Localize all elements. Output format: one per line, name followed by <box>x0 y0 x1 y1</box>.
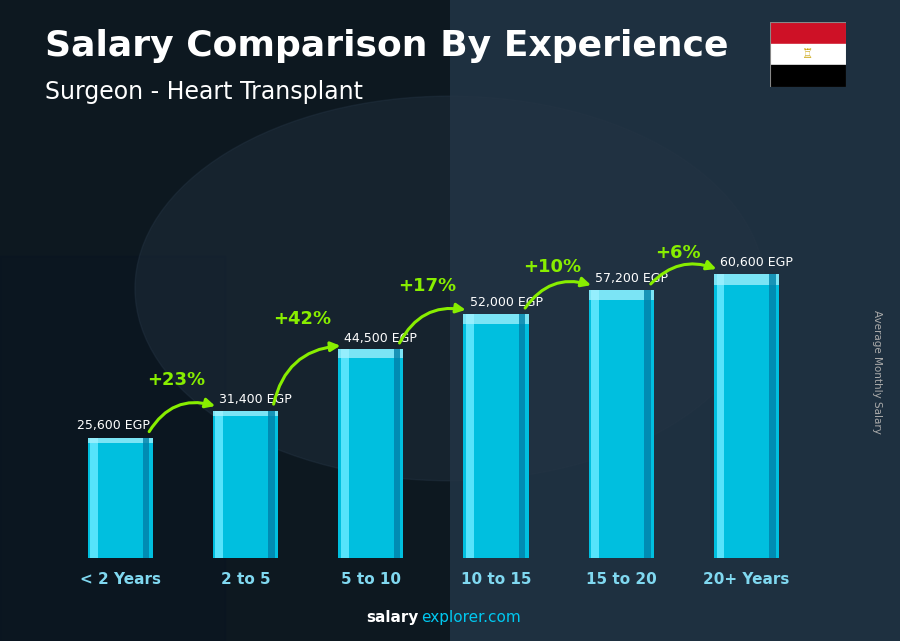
Bar <box>464 314 528 324</box>
Bar <box>714 274 779 285</box>
Bar <box>338 349 403 358</box>
Bar <box>464 314 528 558</box>
Bar <box>518 314 526 558</box>
Text: explorer.com: explorer.com <box>421 610 521 625</box>
Bar <box>714 274 779 558</box>
Text: +23%: +23% <box>148 370 205 388</box>
Bar <box>143 438 149 558</box>
Text: 52,000 EGP: 52,000 EGP <box>470 296 543 310</box>
Bar <box>213 411 278 417</box>
Bar <box>341 349 348 558</box>
Bar <box>644 290 651 558</box>
Text: salary: salary <box>366 610 418 625</box>
Text: 31,400 EGP: 31,400 EGP <box>219 393 292 406</box>
Text: Surgeon - Heart Transplant: Surgeon - Heart Transplant <box>45 80 363 104</box>
Bar <box>87 438 153 558</box>
Bar <box>215 411 223 558</box>
Bar <box>770 22 846 44</box>
Bar <box>589 290 654 301</box>
Text: +6%: +6% <box>655 244 700 262</box>
Bar <box>589 290 654 558</box>
Bar <box>87 438 153 442</box>
Text: 57,200 EGP: 57,200 EGP <box>595 272 668 285</box>
Bar <box>716 274 725 558</box>
Bar <box>213 411 278 558</box>
Text: 60,600 EGP: 60,600 EGP <box>720 256 793 269</box>
Bar <box>90 438 98 558</box>
Text: +42%: +42% <box>273 310 331 328</box>
Bar <box>393 349 400 558</box>
Bar <box>770 65 846 87</box>
Bar <box>0 256 225 641</box>
Bar <box>591 290 599 558</box>
Text: +10%: +10% <box>523 258 581 276</box>
Text: ♖: ♖ <box>802 48 814 61</box>
Text: Salary Comparison By Experience: Salary Comparison By Experience <box>45 29 728 63</box>
Bar <box>770 44 846 65</box>
Bar <box>268 411 274 558</box>
Bar <box>770 274 776 558</box>
Text: 25,600 EGP: 25,600 EGP <box>77 419 150 432</box>
Bar <box>466 314 474 558</box>
Text: Average Monthly Salary: Average Monthly Salary <box>872 310 883 434</box>
Ellipse shape <box>135 96 765 481</box>
Text: 44,500 EGP: 44,500 EGP <box>345 331 418 345</box>
Bar <box>338 349 403 558</box>
Text: +17%: +17% <box>398 277 456 295</box>
